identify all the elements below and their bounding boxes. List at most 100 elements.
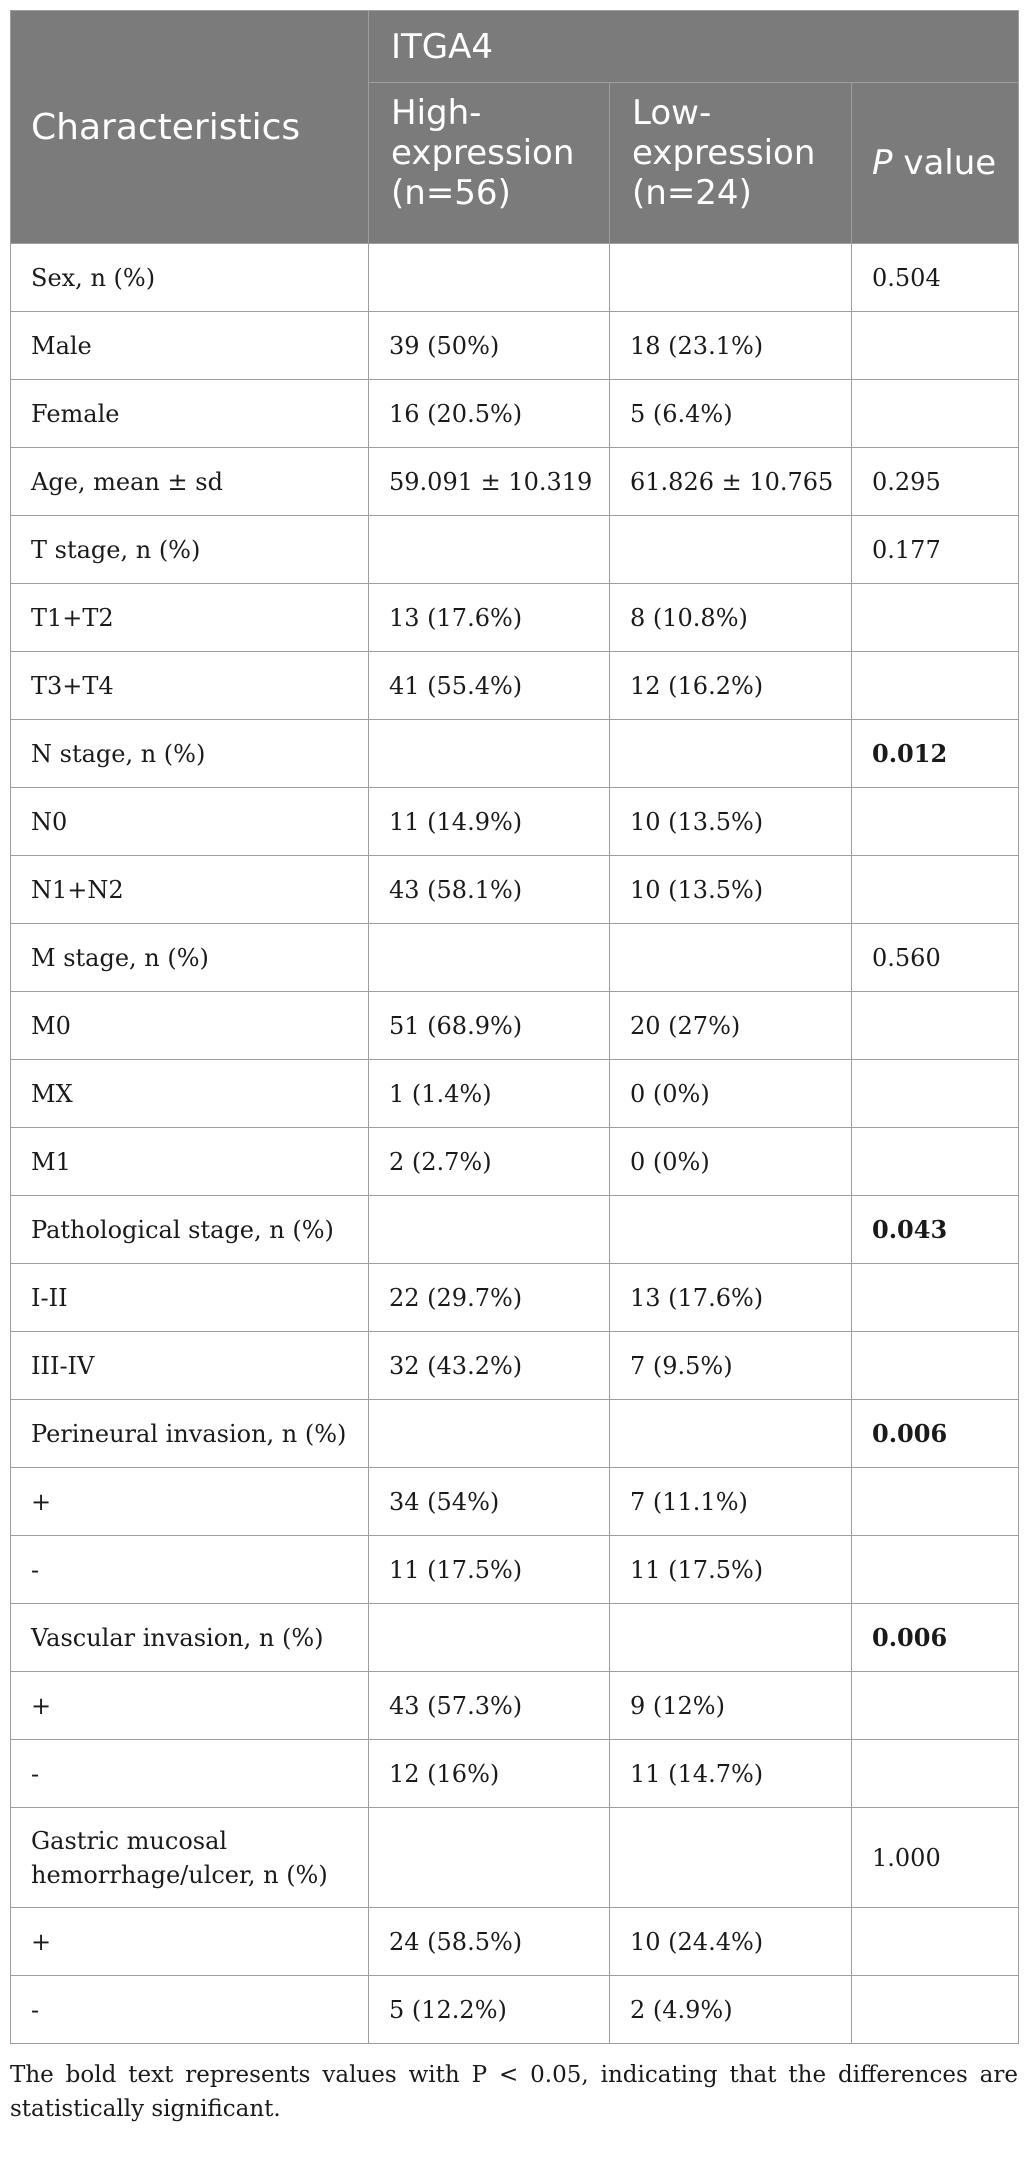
cell-high-expression: 12 (16%) <box>368 1739 610 1808</box>
cell-low-expression <box>609 923 852 992</box>
table-row: N0 11 (14.9%) 10 (13.5%) <box>10 787 1020 856</box>
cell-low-expression: 0 (0%) <box>609 1127 852 1196</box>
table-body: Sex, n (%) 0.504 Male 39 (50%) 18 (23.1%) Fem… <box>10 243 1020 2044</box>
cell-characteristic: + <box>10 1671 369 1740</box>
table-row: T3+T4 41 (55.4%) 12 (16.2%) <box>10 651 1020 720</box>
cell-high-expression: 51 (68.9%) <box>368 991 610 1060</box>
table-row: Gastric mucosal hemorrhage/ulcer, n (%) 1… <box>10 1807 1020 1908</box>
cell-high-expression: 59.091 ± 10.319 <box>368 447 610 516</box>
table-row: Pathological stage, n (%) 0.043 <box>10 1195 1020 1264</box>
cell-low-expression <box>609 719 852 788</box>
cell-high-expression: 34 (54%) <box>368 1467 610 1536</box>
table-row: Female 16 (20.5%) 5 (6.4%) <box>10 379 1020 448</box>
cell-characteristic: - <box>10 1535 369 1604</box>
cell-characteristic: Sex, n (%) <box>10 243 369 312</box>
cell-low-expression: 11 (17.5%) <box>609 1535 852 1604</box>
cell-high-expression: 32 (43.2%) <box>368 1331 610 1400</box>
header-p-value: P value <box>850 82 1020 244</box>
cell-characteristic: T1+T2 <box>10 583 369 652</box>
cell-low-expression: 0 (0%) <box>609 1059 852 1128</box>
cell-characteristic: Perineural invasion, n (%) <box>10 1399 369 1468</box>
cell-characteristic: + <box>10 1907 369 1976</box>
cell-p-value <box>850 1975 1020 2044</box>
cell-characteristic: N0 <box>10 787 369 856</box>
cell-p-value <box>850 787 1020 856</box>
cell-p-value <box>850 583 1020 652</box>
table-row: N1+N2 43 (58.1%) 10 (13.5%) <box>10 855 1020 924</box>
header-group-itga4: ITGA4 <box>367 9 1020 84</box>
cell-characteristic: MX <box>10 1059 369 1128</box>
cell-high-expression: 1 (1.4%) <box>368 1059 610 1128</box>
cell-low-expression: 7 (11.1%) <box>609 1467 852 1536</box>
cell-characteristic: III-IV <box>10 1331 369 1400</box>
cell-p-value: 0.012 <box>850 719 1020 788</box>
table-row: +43 (57.3%) 9 (12%) <box>10 1671 1020 1740</box>
table-container: Characteristics ITGA4 High-expression (n… <box>10 9 1020 2126</box>
table-row: III-IV 32 (43.2%) 7 (9.5%) <box>10 1331 1020 1400</box>
cell-p-value <box>850 1059 1020 1128</box>
cell-characteristic: T stage, n (%) <box>10 515 369 584</box>
table-row: I-II 22 (29.7%) 13 (17.6%) <box>10 1263 1020 1332</box>
cell-low-expression: 10 (13.5%) <box>609 855 852 924</box>
table-row: -12 (16%) 11 (14.7%) <box>10 1739 1020 1808</box>
cell-high-expression: 39 (50%) <box>368 311 610 380</box>
cell-high-expression: 11 (17.5%) <box>368 1535 610 1604</box>
table-row: +34 (54%) 7 (11.1%) <box>10 1467 1020 1536</box>
cell-low-expression: 5 (6.4%) <box>609 379 852 448</box>
cell-characteristic: Male <box>10 311 369 380</box>
table-row: T stage, n (%) 0.177 <box>10 515 1020 584</box>
table-row: M stage, n (%) 0.560 <box>10 923 1020 992</box>
p-value-label: value <box>892 143 997 184</box>
cell-low-expression <box>609 1603 852 1672</box>
cell-p-value <box>850 651 1020 720</box>
cell-high-expression <box>368 243 610 312</box>
cell-low-expression: 20 (27%) <box>609 991 852 1060</box>
cell-p-value: 0.504 <box>850 243 1020 312</box>
cell-characteristic: M1 <box>10 1127 369 1196</box>
cell-p-value <box>850 1331 1020 1400</box>
cell-characteristic: T3+T4 <box>10 651 369 720</box>
cell-low-expression: 7 (9.5%) <box>609 1331 852 1400</box>
table-row: M1 2 (2.7%) 0 (0%) <box>10 1127 1020 1196</box>
cell-high-expression: 43 (58.1%) <box>368 855 610 924</box>
cell-p-value <box>850 991 1020 1060</box>
table-footnote: The bold text represents values with P <… <box>10 2062 1018 2122</box>
cell-high-expression <box>368 515 610 584</box>
table-row: T1+T2 13 (17.6%) 8 (10.8%) <box>10 583 1020 652</box>
cell-high-expression: 24 (58.5%) <box>368 1907 610 1976</box>
header-characteristics: Characteristics <box>10 10 369 244</box>
cell-characteristic: M0 <box>10 991 369 1060</box>
table-row: N stage, n (%) 0.012 <box>10 719 1020 788</box>
table-row: -5 (12.2%) 2 (4.9%) <box>10 1975 1020 2044</box>
header-high-expression: High-expression (n=56) <box>368 82 610 244</box>
cell-high-expression: 5 (12.2%) <box>368 1975 610 2044</box>
cell-characteristic: - <box>10 1739 369 1808</box>
cell-p-value: 0.006 <box>850 1603 1020 1672</box>
cell-low-expression: 10 (13.5%) <box>609 787 852 856</box>
cell-p-value <box>850 1907 1020 1976</box>
table-row: Sex, n (%) 0.504 <box>10 243 1020 312</box>
cell-characteristic: + <box>10 1467 369 1536</box>
cell-p-value <box>850 1739 1020 1808</box>
cell-p-value: 0.177 <box>850 515 1020 584</box>
cell-low-expression: 61.826 ± 10.765 <box>609 447 852 516</box>
cell-p-value <box>850 1263 1020 1332</box>
cell-p-value <box>850 379 1020 448</box>
cell-high-expression: 22 (29.7%) <box>368 1263 610 1332</box>
cell-low-expression <box>609 1195 852 1264</box>
table-row: M0 51 (68.9%) 20 (27%) <box>10 991 1020 1060</box>
cell-high-expression: 41 (55.4%) <box>368 651 610 720</box>
cell-low-expression: 12 (16.2%) <box>609 651 852 720</box>
table-row: Age, mean ± sd 59.091 ± 10.319 61.826 ± 10… <box>10 447 1020 516</box>
cell-p-value <box>850 855 1020 924</box>
cell-low-expression: 9 (12%) <box>609 1671 852 1740</box>
header-low-expression: Low-expression (n=24) <box>609 82 852 244</box>
cell-characteristic: I-II <box>10 1263 369 1332</box>
cell-p-value: 1.000 <box>850 1807 1020 1908</box>
table-row: Male 39 (50%) 18 (23.1%) <box>10 311 1020 380</box>
cell-high-expression: 43 (57.3%) <box>368 1671 610 1740</box>
cell-low-expression <box>609 515 852 584</box>
cell-characteristic: N stage, n (%) <box>10 719 369 788</box>
cell-high-expression: 2 (2.7%) <box>368 1127 610 1196</box>
cell-p-value <box>850 1535 1020 1604</box>
